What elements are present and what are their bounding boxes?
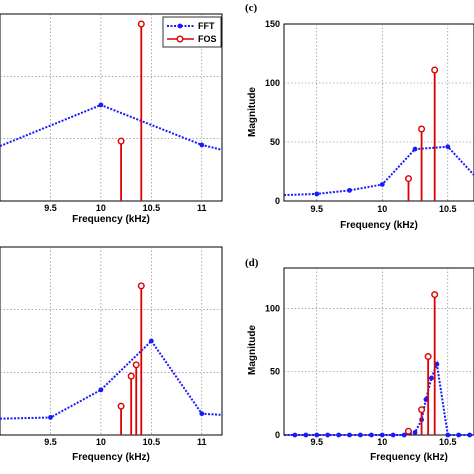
panel-d-ylabel: Magnitude [247,325,258,375]
panel-d-ytick-label: 50 [270,367,280,377]
panel-d-letter: (d) [245,257,259,269]
panel-d-fos-marker [431,291,439,299]
panel-a-marks [0,20,223,201]
panel-d-fft-point [423,397,429,402]
panel-b-plot-area [0,246,223,436]
panel-b-fos-marker [127,372,135,380]
panel-d-fft-point [303,432,309,438]
panel-b-xtick-label: 9.5 [44,437,57,447]
panel-b-fft-point [199,411,205,417]
panel-d-xtick-label: 10.5 [439,437,457,447]
panel-b-xtick-label: 10 [96,437,106,447]
panel-b-fos-marker [132,361,140,369]
panel-b-fft-point [148,338,154,344]
panel-a-fos-marker [117,137,125,145]
panel-d-grid [284,268,474,435]
panel-d-xtick-label: 10 [377,437,387,447]
panel-c-xtick-label: 9.5 [311,204,324,214]
panel-d-fft-point [314,432,320,438]
panel-b-xtick-label: 10.5 [143,437,161,447]
panel-a: 9.5 10 10.5 11 Frequency (kHz) FFT FOS [0,13,223,225]
panel-c-letter: (c) [245,2,258,14]
panel-b-xlabel: Frequency (kHz) [72,452,150,463]
panel-c-grid [284,24,474,201]
panel-a-fft-point [199,142,205,148]
panel-b-ticks: 9.5 10 10.5 11 [44,437,206,447]
panel-d-fft-point [401,432,407,438]
panel-d-ytick-label: 100 [265,303,280,313]
panel-c-fos-marker [418,125,426,133]
panel-c-xtick-label: 10.5 [439,204,457,214]
panel-d-fft-point [292,432,298,438]
panel-d-fft-point [369,432,374,438]
legend-fos-marker [176,35,184,43]
panel-c-fft-point [412,146,418,152]
panel-c-fft-point [347,187,352,193]
panel-c-ytick-label: 0 [275,196,280,206]
panel-c-xtick-label: 10 [377,204,387,214]
panel-d-fft-point [456,432,462,438]
panel-d-fft-point [412,430,418,435]
legend-fft-marker [177,23,183,29]
panel-a-xlabel: Frequency (kHz) [72,214,150,225]
panel-d-fft-point [467,432,473,438]
panel-d-fft-point [347,432,352,438]
panel-b-fos-marker [117,402,125,410]
panel-c-fos-marker [431,66,439,74]
panel-c-ytick-label: 50 [270,137,280,147]
panel-d-xtick-label: 9.5 [311,437,324,447]
panel-d: (d) 9.5 10 10.5 0 50 100 Frequency (kHz) Magn… [245,257,474,463]
panel-b-fft-point [48,415,53,420]
panel-c: (c) 9.5 10 10.5 0 50 100 150 Frequency (kHz) M… [245,2,474,231]
panel-d-fft-point [434,361,440,367]
panel-c-ytick-label: 100 [265,78,280,88]
panel-d-fft-point [445,432,451,438]
panel-a-fos-marker [137,20,145,28]
panel-a-fft-point [98,102,104,108]
panel-d-ticks: 9.5 10 10.5 0 50 100 [265,303,457,447]
panel-d-xlabel: Frequency (kHz) [370,452,448,463]
panel-d-fos-marker [418,406,426,414]
panel-c-fos-marker [404,175,412,183]
panel-c-fft-point [445,144,451,150]
panel-a-fft-line [0,103,223,151]
panel-c-fft-point [314,191,320,197]
panel-d-fft-point [336,432,342,438]
panel-b-fft-line [0,339,223,420]
panel-a-ticks: 9.5 10 10.5 11 [44,203,206,213]
legend: FFT FOS [162,16,222,48]
panel-c-marks [283,66,474,201]
panel-a-xtick-label: 10 [96,203,106,213]
panel-c-ylabel: Magnitude [247,87,258,137]
legend-fft-label: FFT [198,21,215,31]
panel-d-marks [284,291,474,438]
panel-b-xtick-label: 11 [197,437,207,447]
panel-d-fft-point [325,432,331,438]
panel-b: 9.5 10 10.5 11 Frequency (kHz) [0,246,223,463]
panel-d-ytick-label: 0 [275,430,280,440]
panel-a-xtick-label: 11 [197,203,207,213]
panel-b-fos-marker [137,282,145,290]
panel-b-fft-point [98,387,104,393]
panel-d-fft-point [390,432,396,438]
panel-d-plot-area [283,267,474,436]
panel-d-fos-marker [424,353,432,361]
panel-c-ticks: 9.5 10 10.5 0 50 100 150 [265,19,457,214]
panel-d-fft-point [357,432,363,438]
panel-a-xtick-label: 10.5 [143,203,161,213]
panel-c-fft-point [379,182,385,187]
panel-b-marks [0,282,223,435]
panel-d-fos-marker [404,427,412,435]
panel-c-xlabel: Frequency (kHz) [340,220,418,231]
legend-fos-label: FOS [198,34,217,44]
panel-c-plot-area [283,23,474,202]
legend-box [162,16,222,48]
panel-d-fft-point [429,375,434,381]
panel-c-ytick-label: 150 [265,19,280,29]
panel-a-xtick-label: 9.5 [44,203,57,213]
panel-d-fft-point [379,432,385,438]
